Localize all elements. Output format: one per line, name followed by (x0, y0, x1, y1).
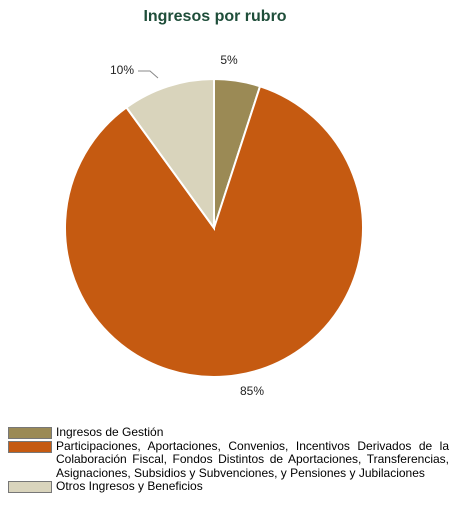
pie-chart: 5% 85% 10% (64, 53, 364, 398)
legend-swatch-gestion (8, 427, 52, 439)
data-label: 10% (110, 63, 134, 77)
legend-label: Otros Ingresos y Beneficios (56, 479, 203, 493)
legend-item: Ingresos de Gestión (8, 425, 456, 440)
pie-slice (125, 77, 215, 232)
legend-swatch-participaciones (8, 440, 52, 453)
pie-slice (64, 85, 364, 378)
legend-label: Participaciones, Aportaciones, Convenios… (56, 438, 449, 480)
chart-title: Ingresos por rubro (143, 8, 287, 25)
legend-item: Otros Ingresos y Beneficios (8, 479, 456, 494)
data-label: 5% (220, 53, 238, 67)
legend-item: Participaciones, Aportaciones, Convenios… (8, 438, 456, 481)
leader-line (138, 70, 159, 79)
data-label: 85% (240, 384, 264, 398)
legend: Ingresos de Gestión Participaciones, Apo… (8, 425, 456, 494)
legend-label: Ingresos de Gestión (56, 425, 164, 439)
legend-swatch-otros (8, 481, 52, 493)
